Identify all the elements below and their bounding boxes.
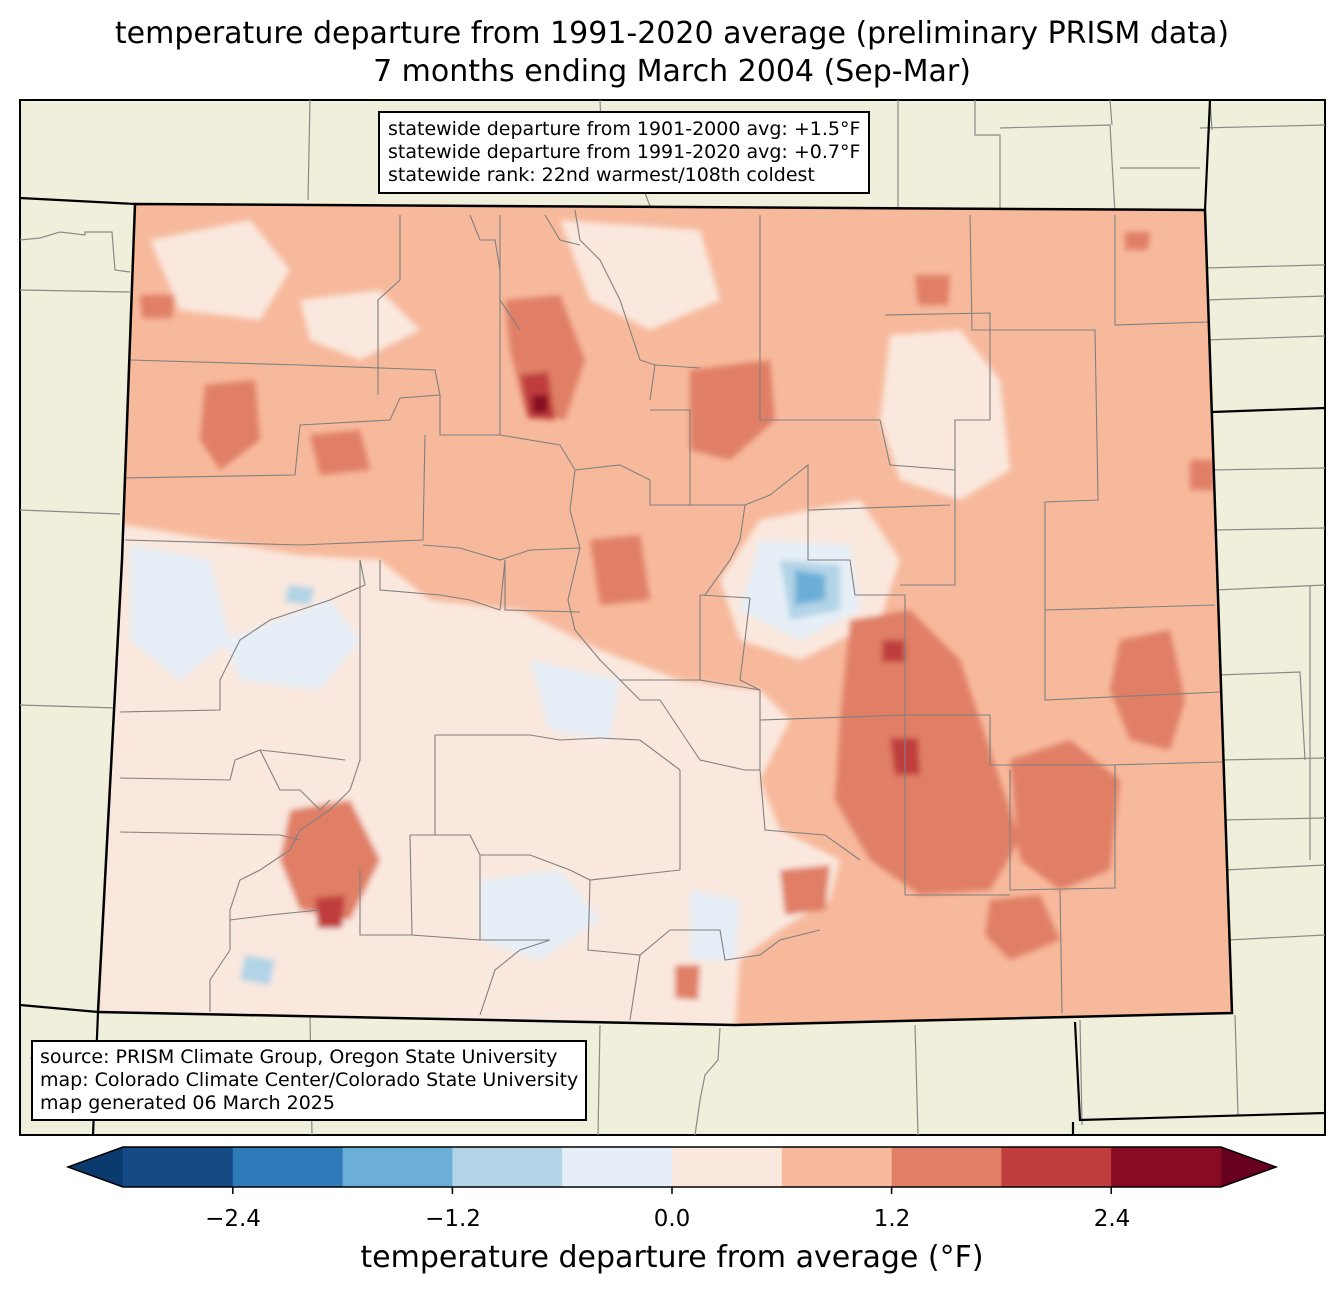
map-title-line-2: 7 months ending March 2004 (Sep-Mar): [373, 54, 971, 89]
colorbar-outline: [65, 1146, 1279, 1188]
colorbar-tick-label: 2.4: [1093, 1206, 1131, 1232]
colorbar-extend-low: [68, 1147, 123, 1187]
colorbar-tick-label: 0.0: [653, 1206, 691, 1232]
stats-line-1: statewide departure from 1901-2000 avg: …: [388, 118, 861, 140]
colorbar-segment: [672, 1147, 783, 1187]
colorbar-extend-high: [1221, 1147, 1276, 1187]
colorbar-segment: [891, 1147, 1002, 1187]
temperature-field: [98, 204, 1232, 1025]
statewide-stats-box: statewide departure from 1901-2000 avg: …: [378, 111, 871, 194]
map-title-line-1: temperature departure from 1991-2020 ave…: [114, 16, 1230, 51]
colorbar-segment: [781, 1147, 893, 1187]
source-credit-box: source: PRISM Climate Group, Oregon Stat…: [31, 1040, 588, 1121]
stats-line-2: statewide departure from 1991-2020 avg: …: [388, 141, 861, 163]
source-line-1: source: PRISM Climate Group, Oregon Stat…: [40, 1046, 558, 1068]
source-line-3: map generated 06 March 2025: [40, 1092, 335, 1114]
colorado-county-lines: [119, 209, 1223, 1021]
colorbar-segment: [1111, 1147, 1222, 1187]
colorbar-segment: [562, 1147, 673, 1187]
colorado-border: [96, 202, 1234, 1027]
source-line-2: map: Colorado Climate Center/Colorado St…: [40, 1069, 579, 1091]
neighbor-county-lines: [19, 99, 1326, 1136]
colorbar-tick-label: 1.2: [873, 1206, 911, 1232]
colorbar-segment: [342, 1147, 453, 1187]
colorbar-segment: [1001, 1147, 1112, 1187]
colorbar-label: temperature departure from average (°F): [360, 1240, 984, 1275]
colorbar-tick-label: −1.2: [425, 1206, 481, 1232]
colorbar-segment: [232, 1147, 344, 1187]
colorbar-segment: [452, 1147, 563, 1187]
stats-line-3: statewide rank: 22nd warmest/108th colde…: [388, 164, 815, 186]
colorbar-tick-label: −2.4: [205, 1206, 261, 1232]
colorbar: [65, 1146, 1279, 1194]
colorbar-segment: [123, 1147, 234, 1187]
